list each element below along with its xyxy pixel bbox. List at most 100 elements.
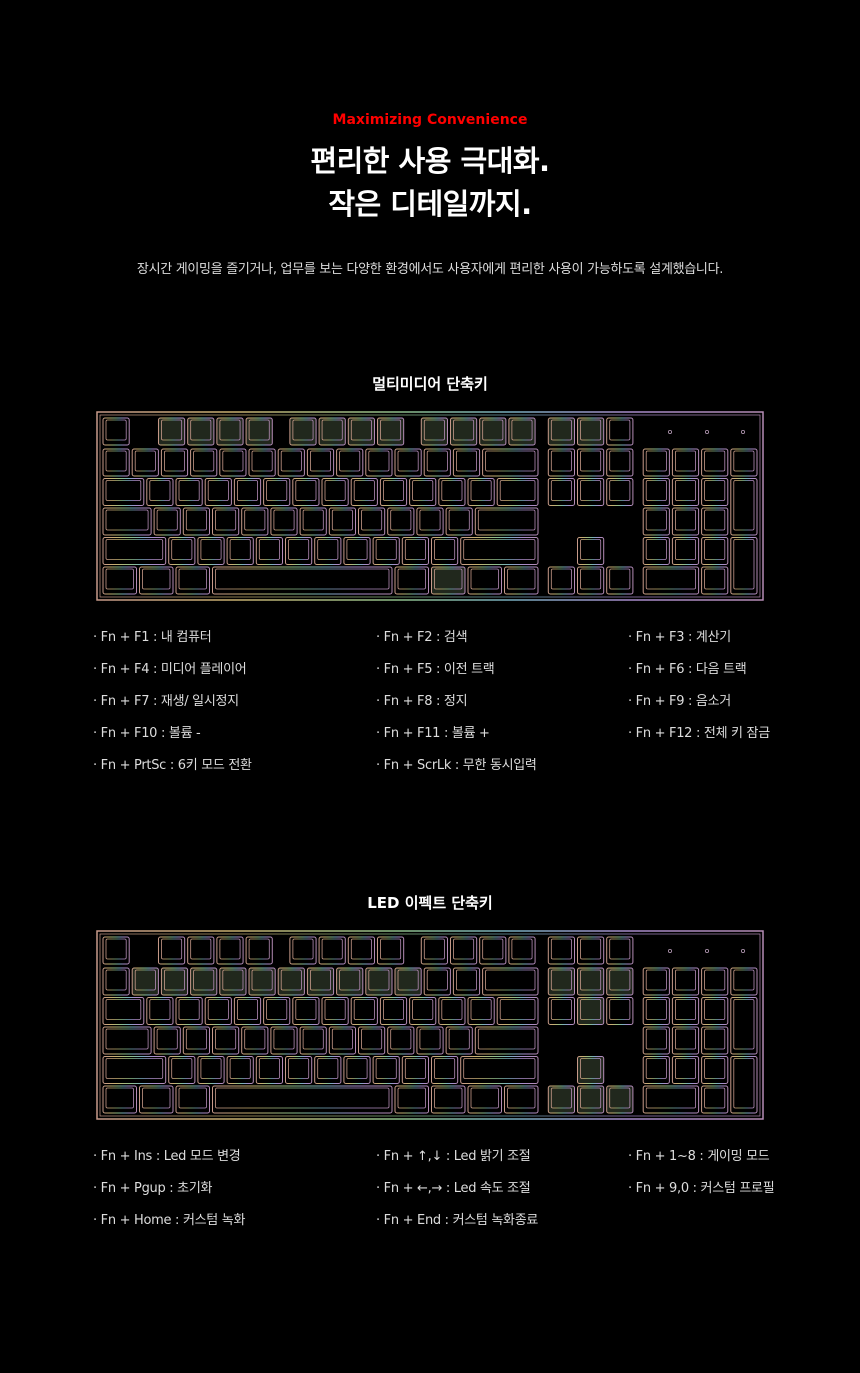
keycap-top bbox=[178, 1087, 207, 1109]
led-indicator-icon bbox=[668, 948, 673, 953]
keycap-top bbox=[339, 450, 361, 472]
keycap-top bbox=[251, 969, 273, 991]
keycap bbox=[547, 478, 575, 506]
keycap bbox=[423, 448, 451, 477]
keycap-top bbox=[215, 509, 237, 531]
keycap-top bbox=[105, 999, 142, 1020]
keycap-top bbox=[105, 509, 149, 531]
keycap bbox=[241, 507, 269, 536]
keycap bbox=[701, 1085, 729, 1114]
shortcut-item: · Fn + ←,→ : Led 속도 조절 bbox=[376, 1181, 531, 1196]
keycap-top bbox=[178, 480, 200, 501]
keycap-top bbox=[645, 969, 667, 991]
keycap-top bbox=[448, 509, 470, 531]
keycap-top bbox=[164, 969, 186, 991]
keycap-top bbox=[280, 969, 302, 991]
keycap-top bbox=[704, 1028, 726, 1050]
keycap bbox=[365, 448, 393, 477]
keycap-top bbox=[412, 480, 434, 501]
keycap-top bbox=[397, 568, 426, 590]
shortcut-item: · Fn + ↑,↓ : Led 밝기 조절 bbox=[376, 1149, 531, 1164]
keycap-top bbox=[219, 419, 241, 441]
keycap bbox=[409, 997, 437, 1025]
keycap-top bbox=[550, 1087, 572, 1109]
led-indicator-icon bbox=[741, 948, 746, 953]
keycap-top bbox=[105, 568, 134, 590]
led-indicator-icon bbox=[705, 948, 710, 953]
keycap bbox=[449, 936, 478, 965]
keycap bbox=[547, 1085, 575, 1114]
keycap bbox=[504, 566, 539, 595]
shortcut-item: · Fn + Ins : Led 모드 변경 bbox=[93, 1149, 241, 1164]
keycap-top bbox=[178, 568, 207, 590]
keycap-top bbox=[142, 1087, 171, 1109]
keycap-top bbox=[317, 1058, 339, 1079]
keycap bbox=[102, 936, 130, 965]
keycap bbox=[157, 417, 186, 446]
keycap bbox=[423, 967, 451, 996]
keycap-top bbox=[455, 969, 477, 991]
keycap-top bbox=[455, 450, 477, 472]
keycap-top bbox=[645, 450, 667, 472]
keycap bbox=[241, 1026, 269, 1055]
keycap bbox=[197, 1056, 225, 1084]
keycap-top bbox=[219, 938, 241, 960]
keycap bbox=[379, 478, 408, 506]
keycap bbox=[153, 1026, 181, 1055]
keycap-top bbox=[609, 969, 631, 991]
keycap bbox=[606, 478, 634, 506]
keycap-top bbox=[453, 938, 475, 960]
keycap bbox=[102, 967, 130, 996]
keycap bbox=[577, 537, 605, 565]
keycap bbox=[160, 967, 189, 996]
keycap-top bbox=[375, 539, 397, 560]
keycap-top bbox=[645, 509, 667, 531]
keycap-top bbox=[477, 1028, 536, 1050]
keycap-top bbox=[675, 1058, 697, 1079]
keycap bbox=[438, 997, 466, 1025]
keycap bbox=[379, 997, 408, 1025]
keycap bbox=[219, 448, 247, 477]
keycap bbox=[306, 967, 335, 996]
keycap-top bbox=[550, 450, 572, 472]
keycap-top bbox=[645, 480, 667, 501]
keycap bbox=[175, 1085, 210, 1114]
keycap-top bbox=[550, 969, 572, 991]
title-line-2: 작은 디테일까지. bbox=[328, 187, 532, 221]
keycap bbox=[372, 1056, 400, 1084]
keycap-top bbox=[178, 999, 200, 1020]
keycap bbox=[321, 997, 349, 1025]
keycap bbox=[701, 566, 729, 595]
keycap bbox=[394, 566, 429, 595]
keycap bbox=[277, 967, 305, 996]
keycap bbox=[701, 507, 729, 536]
keycap bbox=[642, 1056, 670, 1084]
keycap bbox=[299, 1026, 327, 1055]
keycap bbox=[387, 507, 415, 536]
keycap bbox=[190, 967, 218, 996]
keycap-top bbox=[448, 1028, 470, 1050]
page-title: 편리한 사용 극대화. 작은 디테일까지. bbox=[0, 140, 860, 226]
keycap-top bbox=[423, 419, 445, 441]
keycap bbox=[376, 936, 405, 965]
keycap bbox=[146, 997, 174, 1025]
keycap bbox=[445, 1026, 473, 1055]
keycap-top bbox=[397, 1087, 426, 1109]
keycap-top bbox=[580, 1087, 602, 1109]
keycap bbox=[730, 967, 758, 996]
keycap bbox=[467, 1085, 502, 1114]
keycap bbox=[102, 537, 167, 565]
keycap-top bbox=[258, 1058, 280, 1079]
keycap-top bbox=[675, 539, 697, 560]
keycap-top bbox=[302, 509, 324, 531]
keycap bbox=[292, 997, 320, 1025]
keycap bbox=[577, 1085, 605, 1114]
keycap-top bbox=[434, 1058, 456, 1079]
keycap bbox=[642, 478, 670, 506]
keycap bbox=[358, 1026, 386, 1055]
keycap-top bbox=[273, 509, 295, 531]
keycap bbox=[233, 997, 262, 1025]
keycap bbox=[131, 448, 159, 477]
keyboard-frame bbox=[96, 930, 764, 1120]
keyboard-frame bbox=[96, 411, 764, 601]
